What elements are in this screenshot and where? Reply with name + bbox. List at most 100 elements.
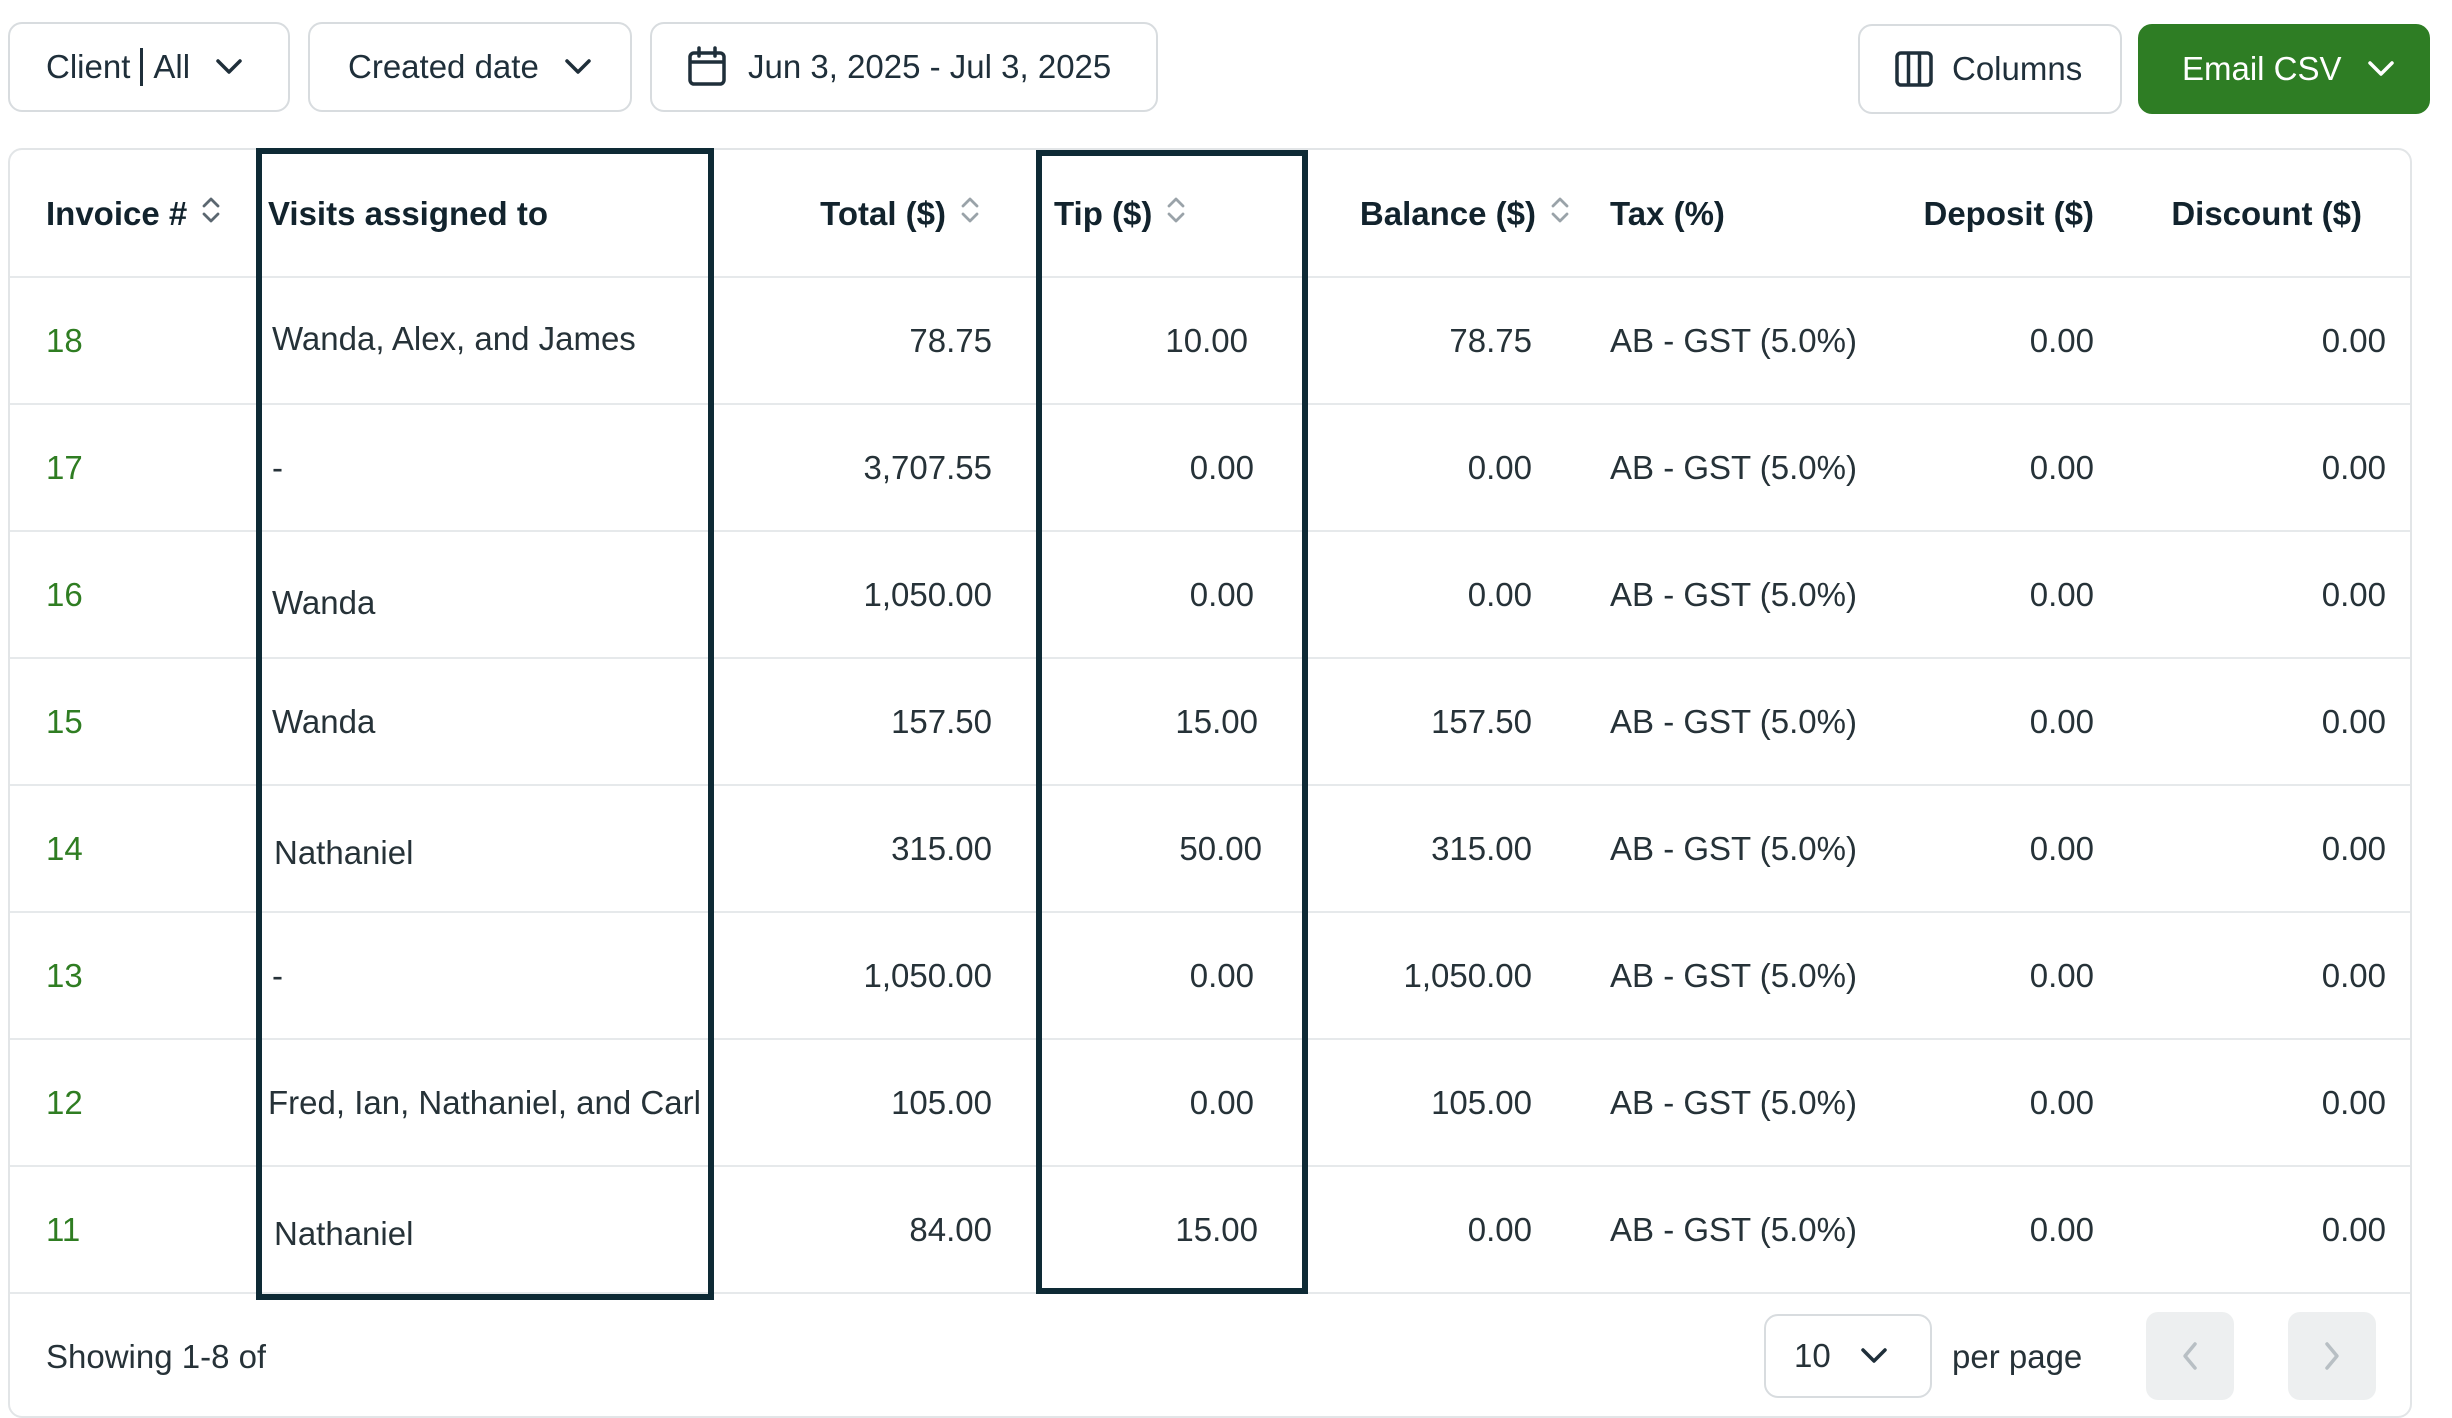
invoices-table: Invoice # Visits assigned to Total ($) T… <box>8 148 2412 1418</box>
columns-icon <box>1894 50 1934 88</box>
created-date-filter-button[interactable]: Created date <box>308 22 632 112</box>
balance-cell: 0.00 <box>1467 575 1532 613</box>
deposit-cell: 0.00 <box>2029 956 2094 994</box>
total-cell: 84.00 <box>909 1210 992 1248</box>
tip-cell: 0.00 <box>1189 1083 1254 1121</box>
client-filter-label: Client <box>46 48 131 85</box>
tip-cell: 0.00 <box>1189 956 1254 994</box>
discount-cell: 0.00 <box>2321 321 2386 359</box>
chevron-right-icon <box>2321 1340 2343 1372</box>
tax-cell: AB - GST (5.0%) <box>1610 702 1857 740</box>
balance-cell: 0.00 <box>1467 448 1532 486</box>
columns-button[interactable]: Columns <box>1858 24 2122 114</box>
table-row[interactable]: 14 Nathaniel 315.00 50.00 315.00 AB - GS… <box>10 784 2410 911</box>
visits-assigned-cell: Fred, Ian, Nathaniel, and Carl <box>268 1083 701 1121</box>
discount-cell: 0.00 <box>2321 956 2386 994</box>
header-deposit: Deposit ($) <box>1870 150 2094 278</box>
discount-cell: 0.00 <box>2321 829 2386 867</box>
header-invoice[interactable]: Invoice # <box>46 150 266 278</box>
balance-cell: 157.50 <box>1431 702 1532 740</box>
header-tip[interactable]: Tip ($) <box>1054 150 1314 278</box>
tip-cell: 10.00 <box>1165 321 1248 359</box>
calendar-icon <box>686 46 728 88</box>
invoice-number-link[interactable]: 15 <box>46 702 83 740</box>
visits-assigned-cell: Wanda <box>272 702 376 740</box>
discount-cell: 0.00 <box>2321 1210 2386 1248</box>
tip-cell: 15.00 <box>1175 702 1258 740</box>
visits-assigned-cell: - <box>272 448 283 486</box>
balance-cell: 78.75 <box>1449 321 1532 359</box>
table-row[interactable]: 15 Wanda 157.50 15.00 157.50 AB - GST (5… <box>10 657 2410 784</box>
sort-icon[interactable] <box>1550 194 1570 234</box>
total-cell: 157.50 <box>891 702 992 740</box>
invoice-number-link[interactable]: 16 <box>46 575 83 613</box>
chevron-down-icon <box>563 57 593 77</box>
email-csv-label: Email CSV <box>2182 50 2342 87</box>
table-row[interactable]: 13 - 1,050.00 0.00 1,050.00 AB - GST (5.… <box>10 911 2410 1038</box>
total-cell: 1,050.00 <box>863 575 992 613</box>
per-page-select[interactable]: 10 <box>1764 1314 1932 1398</box>
visits-assigned-cell: Nathaniel <box>274 833 414 871</box>
header-deposit-label: Deposit ($) <box>1923 195 2094 232</box>
deposit-cell: 0.00 <box>2029 448 2094 486</box>
sort-icon[interactable] <box>960 194 980 234</box>
balance-cell: 0.00 <box>1467 1210 1532 1248</box>
per-page-value: 10 <box>1794 1337 1831 1374</box>
balance-cell: 1,050.00 <box>1403 956 1532 994</box>
header-total[interactable]: Total ($) <box>730 150 980 278</box>
tax-cell: AB - GST (5.0%) <box>1610 829 1857 867</box>
header-invoice-label: Invoice # <box>46 195 188 232</box>
header-discount-label: Discount ($) <box>2171 195 2362 232</box>
previous-page-button[interactable] <box>2146 1312 2234 1400</box>
table-footer: Showing 1-8 of 10 per page <box>10 1292 2410 1416</box>
table-row[interactable]: 11 Nathaniel 84.00 15.00 0.00 AB - GST (… <box>10 1165 2410 1292</box>
tax-cell: AB - GST (5.0%) <box>1610 1210 1857 1248</box>
tax-cell: AB - GST (5.0%) <box>1610 321 1857 359</box>
deposit-cell: 0.00 <box>2029 321 2094 359</box>
invoice-number-link[interactable]: 12 <box>46 1083 83 1121</box>
total-cell: 1,050.00 <box>863 956 992 994</box>
invoice-number-link[interactable]: 11 <box>46 1210 81 1248</box>
deposit-cell: 0.00 <box>2029 829 2094 867</box>
invoice-number-link[interactable]: 13 <box>46 956 83 994</box>
deposit-cell: 0.00 <box>2029 1083 2094 1121</box>
chevron-down-icon <box>1859 1346 1889 1366</box>
deposit-cell: 0.00 <box>2029 702 2094 740</box>
invoice-number-link[interactable]: 17 <box>46 448 83 486</box>
total-cell: 105.00 <box>891 1083 992 1121</box>
sort-icon[interactable] <box>201 194 221 234</box>
header-total-label: Total ($) <box>820 195 946 232</box>
showing-count-text: Showing 1-8 of <box>46 1338 266 1375</box>
client-filter-button[interactable]: Client All <box>8 22 290 112</box>
invoice-number-link[interactable]: 14 <box>46 829 83 867</box>
header-balance[interactable]: Balance ($) <box>1320 150 1570 278</box>
tax-cell: AB - GST (5.0%) <box>1610 1083 1857 1121</box>
header-balance-label: Balance ($) <box>1359 195 1536 232</box>
header-discount: Discount ($) <box>2110 150 2362 278</box>
table-row[interactable]: 17 - 3,707.55 0.00 0.00 AB - GST (5.0%) … <box>10 403 2410 530</box>
date-range-text: Jun 3, 2025 - Jul 3, 2025 <box>748 48 1112 85</box>
total-cell: 3,707.55 <box>863 448 992 486</box>
chevron-left-icon <box>2179 1340 2201 1372</box>
sort-icon[interactable] <box>1166 194 1186 234</box>
header-tax: Tax (%) <box>1610 150 1870 278</box>
balance-cell: 315.00 <box>1431 829 1532 867</box>
next-page-button[interactable] <box>2288 1312 2376 1400</box>
table-row[interactable]: 12 Fred, Ian, Nathaniel, and Carl 105.00… <box>10 1038 2410 1165</box>
header-visits: Visits assigned to <box>268 150 708 278</box>
tax-cell: AB - GST (5.0%) <box>1610 956 1857 994</box>
discount-cell: 0.00 <box>2321 575 2386 613</box>
header-tip-label: Tip ($) <box>1054 195 1153 232</box>
deposit-cell: 0.00 <box>2029 575 2094 613</box>
invoice-number-link[interactable]: 18 <box>46 321 83 359</box>
tax-cell: AB - GST (5.0%) <box>1610 575 1857 613</box>
created-date-label: Created date <box>348 48 539 85</box>
discount-cell: 0.00 <box>2321 448 2386 486</box>
visits-assigned-cell: - <box>272 956 283 994</box>
tip-cell: 50.00 <box>1179 829 1262 867</box>
header-tax-label: Tax (%) <box>1610 195 1725 232</box>
email-csv-button[interactable]: Email CSV <box>2138 24 2430 114</box>
date-range-picker[interactable]: Jun 3, 2025 - Jul 3, 2025 <box>650 22 1158 112</box>
table-row[interactable]: 16 Wanda 1,050.00 0.00 0.00 AB - GST (5.… <box>10 530 2410 657</box>
table-row[interactable]: 18 Wanda, Alex, and James 78.75 10.00 78… <box>10 276 2410 403</box>
